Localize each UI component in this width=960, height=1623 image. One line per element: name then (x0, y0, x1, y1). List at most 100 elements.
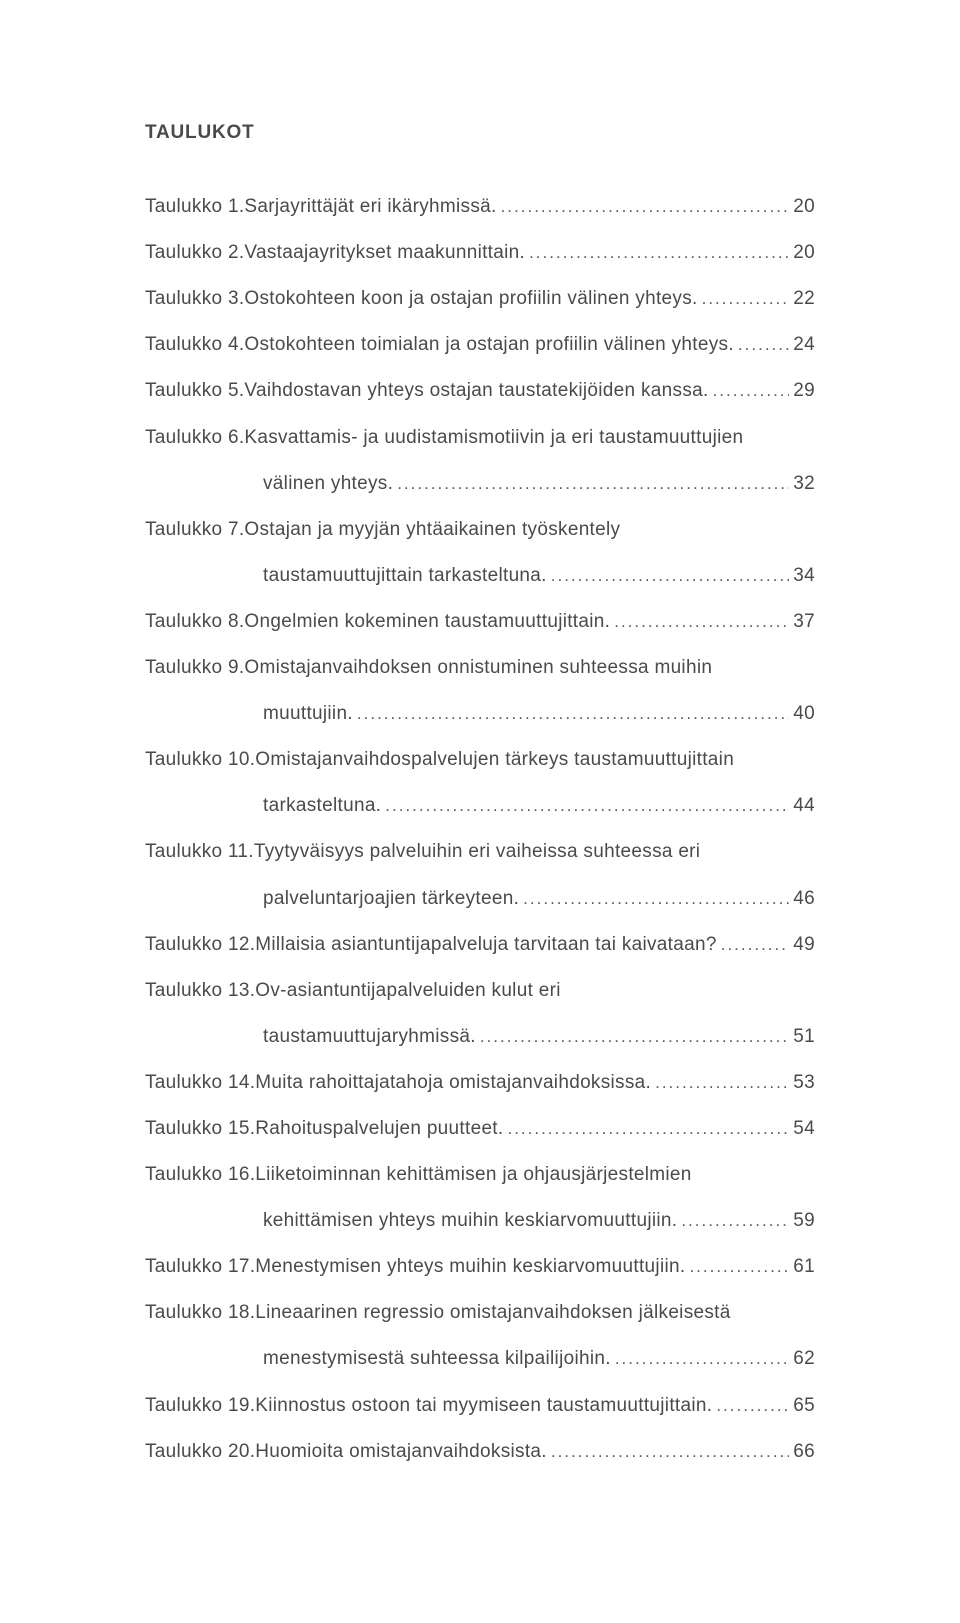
leader-dots (397, 468, 789, 500)
toc-entry: kehittämisen yhteys muihin keskiarvomuut… (145, 1203, 815, 1239)
toc-text: Omistajanvaihdospalvelujen tärkeys taust… (255, 742, 734, 778)
toc-page: 29 (793, 373, 815, 409)
toc-page: 24 (793, 327, 815, 363)
leader-dots (689, 1251, 789, 1283)
toc-label: Taulukko 8. (145, 604, 244, 640)
toc-page: 66 (793, 1434, 815, 1470)
toc-page: 46 (793, 881, 815, 917)
leader-dots (713, 375, 790, 407)
leader-dots (551, 560, 790, 592)
toc-text: Menestymisen yhteys muihin keskiarvomuut… (255, 1249, 685, 1285)
leader-dots (721, 929, 790, 961)
toc-page: 59 (793, 1203, 815, 1239)
toc-text: välinen yhteys. (263, 466, 393, 502)
toc-label: Taulukko 11. (145, 834, 254, 870)
toc-text: taustamuuttujittain tarkasteltuna. (263, 558, 547, 594)
leader-dots (614, 606, 789, 638)
toc-page: 34 (793, 558, 815, 594)
toc-label: Taulukko 16. (145, 1157, 255, 1193)
toc-entry: välinen yhteys. 32 (145, 466, 815, 502)
leader-dots (716, 1390, 789, 1422)
toc-text: Lineaarinen regressio omistajanvaihdokse… (255, 1295, 730, 1331)
toc-page: 40 (793, 696, 815, 732)
toc-label: Taulukko 5. (145, 373, 244, 409)
toc-entry: Taulukko 2. Vastaajayritykset maakunnitt… (145, 235, 815, 271)
toc-text: menestymisestä suhteessa kilpailijoihin. (263, 1341, 611, 1377)
toc-page: 54 (793, 1111, 815, 1147)
toc-text: Sarjayrittäjät eri ikäryhmissä. (244, 189, 496, 225)
leader-dots (655, 1067, 789, 1099)
toc-label: Taulukko 17. (145, 1249, 255, 1285)
toc-entry: taustamuuttujittain tarkasteltuna. 34 (145, 558, 815, 594)
toc-entry: Taulukko 17. Menestymisen yhteys muihin … (145, 1249, 815, 1285)
toc-label: Taulukko 14. (145, 1065, 255, 1101)
toc-entry: Taulukko 1. Sarjayrittäjät eri ikäryhmis… (145, 189, 815, 225)
toc-label: Taulukko 18. (145, 1295, 255, 1331)
leader-dots (357, 698, 789, 730)
toc-entry: Taulukko 20. Huomioita omistajanvaihdoks… (145, 1434, 815, 1470)
toc-entry: Taulukko 13. Ov-asiantuntijapalveluiden … (145, 973, 815, 1009)
toc-label: Taulukko 9. (145, 650, 244, 686)
toc-page: 49 (793, 927, 815, 963)
toc-page: 44 (793, 788, 815, 824)
toc-text: muuttujiin. (263, 696, 353, 732)
toc-label: Taulukko 15. (145, 1111, 255, 1147)
toc-entry: Taulukko 18. Lineaarinen regressio omist… (145, 1295, 815, 1331)
toc-text: Ostajan ja myyjän yhtäaikainen työskente… (244, 512, 620, 548)
leader-dots (551, 1436, 789, 1468)
toc-label: Taulukko 1. (145, 189, 244, 225)
toc-text: Omistajanvaihdoksen onnistuminen suhtees… (244, 650, 712, 686)
toc-label: Taulukko 6. (145, 420, 244, 456)
toc-text: Liiketoiminnan kehittämisen ja ohjausjär… (255, 1157, 691, 1193)
section-heading: TAULUKOT (145, 115, 815, 151)
toc-entry: Taulukko 9. Omistajanvaihdoksen onnistum… (145, 650, 815, 686)
toc-text: Kiinnostus ostoon tai myymiseen taustamu… (255, 1388, 712, 1424)
toc-entry: Taulukko 15. Rahoituspalvelujen puutteet… (145, 1111, 815, 1147)
leader-dots (480, 1021, 789, 1053)
toc-entry: Taulukko 11. Tyytyväisyys palveluihin er… (145, 834, 815, 870)
leader-dots (501, 191, 790, 223)
toc-entry: Taulukko 7. Ostajan ja myyjän yhtäaikain… (145, 512, 815, 548)
toc-entry: Taulukko 16. Liiketoiminnan kehittämisen… (145, 1157, 815, 1193)
toc-entry: Taulukko 19. Kiinnostus ostoon tai myymi… (145, 1388, 815, 1424)
toc-text: Muita rahoittajatahoja omistajanvaihdoks… (255, 1065, 651, 1101)
toc-text: Rahoituspalvelujen puutteet. (255, 1111, 503, 1147)
toc-page: 20 (793, 189, 815, 225)
toc-entry: menestymisestä suhteessa kilpailijoihin.… (145, 1341, 815, 1377)
toc-label: Taulukko 13. (145, 973, 255, 1009)
leader-dots (681, 1205, 789, 1237)
toc-text: Vaihdostavan yhteys ostajan taustatekijö… (244, 373, 708, 409)
toc-text: tarkasteltuna. (263, 788, 381, 824)
toc-entry: Taulukko 8. Ongelmien kokeminen taustamu… (145, 604, 815, 640)
toc-label: Taulukko 7. (145, 512, 244, 548)
toc-entry: Taulukko 14. Muita rahoittajatahoja omis… (145, 1065, 815, 1101)
toc-text: taustamuuttujaryhmissä. (263, 1019, 476, 1055)
toc-entry: Taulukko 10. Omistajanvaihdospalvelujen … (145, 742, 815, 778)
toc-entry: Taulukko 4. Ostokohteen toimialan ja ost… (145, 327, 815, 363)
toc-label: Taulukko 12. (145, 927, 255, 963)
toc-entry: Taulukko 3. Ostokohteen koon ja ostajan … (145, 281, 815, 317)
leader-dots (385, 790, 789, 822)
toc-text: Tyytyväisyys palveluihin eri vaiheissa s… (254, 834, 700, 870)
toc-page: 65 (793, 1388, 815, 1424)
leader-dots (523, 883, 789, 915)
toc-entry: tarkasteltuna. 44 (145, 788, 815, 824)
toc-label: Taulukko 10. (145, 742, 255, 778)
toc-label: Taulukko 19. (145, 1388, 255, 1424)
toc-page: 20 (793, 235, 815, 271)
toc-page: 37 (793, 604, 815, 640)
toc-text: Kasvattamis- ja uudistamismotiivin ja er… (244, 420, 743, 456)
table-of-contents: Taulukko 1. Sarjayrittäjät eri ikäryhmis… (145, 189, 815, 1470)
toc-text: Ostokohteen toimialan ja ostajan profiil… (244, 327, 734, 363)
toc-entry: muuttujiin. 40 (145, 696, 815, 732)
toc-label: Taulukko 4. (145, 327, 244, 363)
toc-page: 62 (793, 1341, 815, 1377)
toc-page: 53 (793, 1065, 815, 1101)
toc-entry: Taulukko 5. Vaihdostavan yhteys ostajan … (145, 373, 815, 409)
leader-dots (702, 283, 790, 315)
toc-label: Taulukko 20. (145, 1434, 255, 1470)
leader-dots (738, 329, 789, 361)
toc-label: Taulukko 3. (145, 281, 244, 317)
leader-dots (615, 1343, 789, 1375)
toc-text: Millaisia asiantuntijapalveluja tarvitaa… (255, 927, 716, 963)
